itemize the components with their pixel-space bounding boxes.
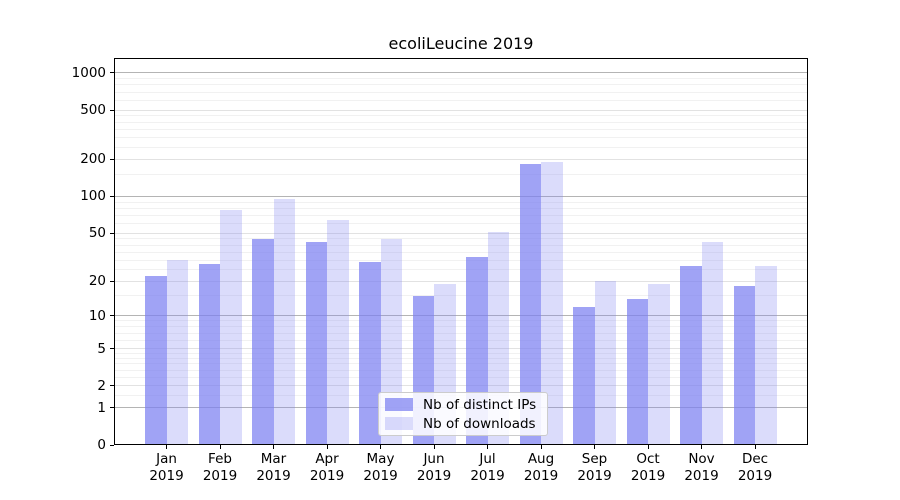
bar-distinct-ips — [359, 261, 381, 444]
bar-downloads — [648, 283, 670, 444]
major-gridline — [115, 195, 807, 197]
minor-gridline — [115, 238, 807, 240]
x-tick-mark — [754, 445, 756, 449]
bar-downloads — [220, 210, 242, 444]
y-tick-mark — [110, 444, 114, 446]
bar-downloads — [327, 220, 349, 444]
x-tick-label: Nov 2019 — [684, 451, 719, 484]
bar-distinct-ips — [733, 286, 755, 444]
y-tick-mark — [110, 232, 114, 234]
minor-gridline — [115, 115, 807, 117]
x-tick-mark — [487, 445, 488, 449]
legend: Nb of distinct IPs Nb of downloads — [378, 392, 548, 436]
y-tick-mark — [110, 72, 114, 74]
x-tick-label: Oct 2019 — [630, 451, 666, 484]
minor-gridline — [115, 78, 807, 80]
minor-gridline — [115, 91, 807, 93]
x-tick-mark — [166, 445, 167, 449]
bar-distinct-ips — [198, 263, 220, 444]
y-tick-mark — [110, 158, 114, 160]
x-tick-label: Jan 2019 — [149, 451, 184, 484]
y-tick-label: 200 — [80, 151, 106, 168]
x-tick-mark — [433, 445, 435, 449]
minor-gridline — [115, 146, 807, 148]
y-tick-mark — [110, 315, 114, 317]
bar-distinct-ips — [680, 265, 702, 444]
y-tick-label: 1000 — [71, 64, 106, 81]
bar-downloads — [273, 199, 295, 444]
y-tick-mark — [110, 407, 114, 409]
major-gridline — [115, 158, 807, 160]
x-tick-label: Dec 2019 — [737, 451, 773, 484]
y-tick-label: 100 — [80, 188, 106, 205]
x-tick-mark — [647, 445, 649, 449]
y-tick-mark — [110, 348, 114, 349]
legend-swatch-distinct-ips — [385, 398, 413, 411]
major-gridline — [115, 232, 807, 234]
chart-title: ecoliLeucine 2019 — [388, 34, 534, 53]
legend-label-downloads: Nb of downloads — [423, 415, 536, 432]
bar-distinct-ips — [252, 238, 274, 444]
x-tick-label: Jul 2019 — [470, 451, 505, 484]
y-tick-mark — [110, 195, 114, 197]
x-tick-mark — [701, 445, 702, 449]
x-tick-mark — [326, 445, 328, 449]
bar-distinct-ips — [519, 163, 541, 444]
bar-downloads — [166, 260, 188, 444]
bar-downloads — [755, 265, 777, 444]
minor-gridline — [115, 214, 807, 216]
bar-downloads — [541, 162, 563, 444]
minor-gridline — [115, 99, 807, 101]
x-tick-label: May 2019 — [363, 451, 398, 484]
y-tick-mark — [110, 385, 114, 387]
bar-distinct-ips — [573, 306, 595, 444]
minor-gridline — [115, 201, 807, 203]
minor-gridline — [115, 84, 807, 86]
x-tick-mark — [594, 445, 595, 449]
bar-distinct-ips — [145, 276, 167, 444]
x-tick-mark — [540, 445, 542, 449]
major-gridline — [115, 72, 807, 74]
y-tick-label: 1 — [97, 399, 106, 416]
major-gridline — [115, 109, 807, 111]
y-tick-label: 5 — [97, 340, 106, 357]
y-tick-label: 10 — [88, 307, 106, 324]
minor-gridline — [115, 128, 807, 130]
bar-distinct-ips — [305, 242, 327, 444]
bar-downloads — [594, 281, 616, 444]
x-tick-label: Jun 2019 — [416, 451, 452, 484]
x-tick-mark — [273, 445, 274, 449]
y-tick-mark — [110, 280, 114, 282]
x-tick-mark — [380, 445, 381, 449]
legend-label-distinct-ips: Nb of distinct IPs — [423, 396, 537, 413]
bar-distinct-ips — [626, 299, 648, 444]
x-tick-label: Aug 2019 — [523, 451, 559, 484]
y-tick-label: 0 — [97, 437, 106, 453]
x-tick-label: Sep 2019 — [577, 451, 612, 484]
bar-downloads — [701, 242, 723, 444]
x-tick-label: Feb 2019 — [202, 451, 238, 484]
legend-swatch-downloads — [385, 417, 413, 430]
y-tick-label: 20 — [88, 273, 106, 290]
minor-gridline — [115, 121, 807, 123]
y-tick-label: 2 — [97, 377, 106, 394]
minor-gridline — [115, 223, 807, 225]
x-tick-label: Apr 2019 — [309, 451, 345, 484]
y-tick-label: 50 — [88, 225, 106, 242]
legend-item-distinct-ips: Nb of distinct IPs — [385, 395, 539, 414]
minor-gridline — [115, 207, 807, 209]
legend-item-downloads: Nb of downloads — [385, 414, 539, 433]
minor-gridline — [115, 174, 807, 176]
bar-downloads — [487, 232, 509, 444]
y-tick-mark — [110, 109, 114, 111]
y-tick-label: 500 — [80, 102, 106, 119]
x-tick-label: Mar 2019 — [256, 451, 291, 484]
minor-gridline — [115, 137, 807, 139]
x-tick-mark — [219, 445, 221, 449]
